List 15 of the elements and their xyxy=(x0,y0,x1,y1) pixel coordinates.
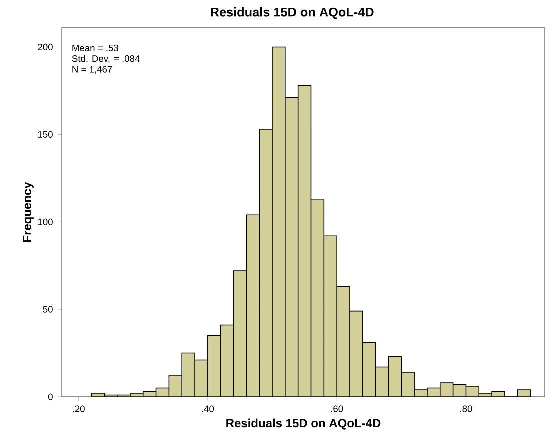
annotation: Std. Dev. = .084 xyxy=(72,55,140,62)
y-axis-title: Frequency xyxy=(23,182,34,242)
y-tick-label: 200 xyxy=(38,44,53,51)
x-tick-label: .80 xyxy=(460,406,472,412)
y-tick-label: 100 xyxy=(38,218,53,226)
x-tick-label: .40 xyxy=(202,406,214,412)
y-tick-label: 0 xyxy=(48,394,53,400)
y-tick-label: 50 xyxy=(43,306,53,313)
annotation: Mean = .53 xyxy=(72,44,118,52)
x-axis-title: Residuals 15D on AQoL-4D xyxy=(226,418,381,430)
x-tick-label: .20 xyxy=(73,406,85,412)
annotation: N = 1,467 xyxy=(72,66,112,74)
x-tick-label: .60 xyxy=(331,406,344,412)
y-tick-label: 150 xyxy=(38,131,53,138)
chart-title: Residuals 15D on AQoL-4D xyxy=(211,7,374,20)
